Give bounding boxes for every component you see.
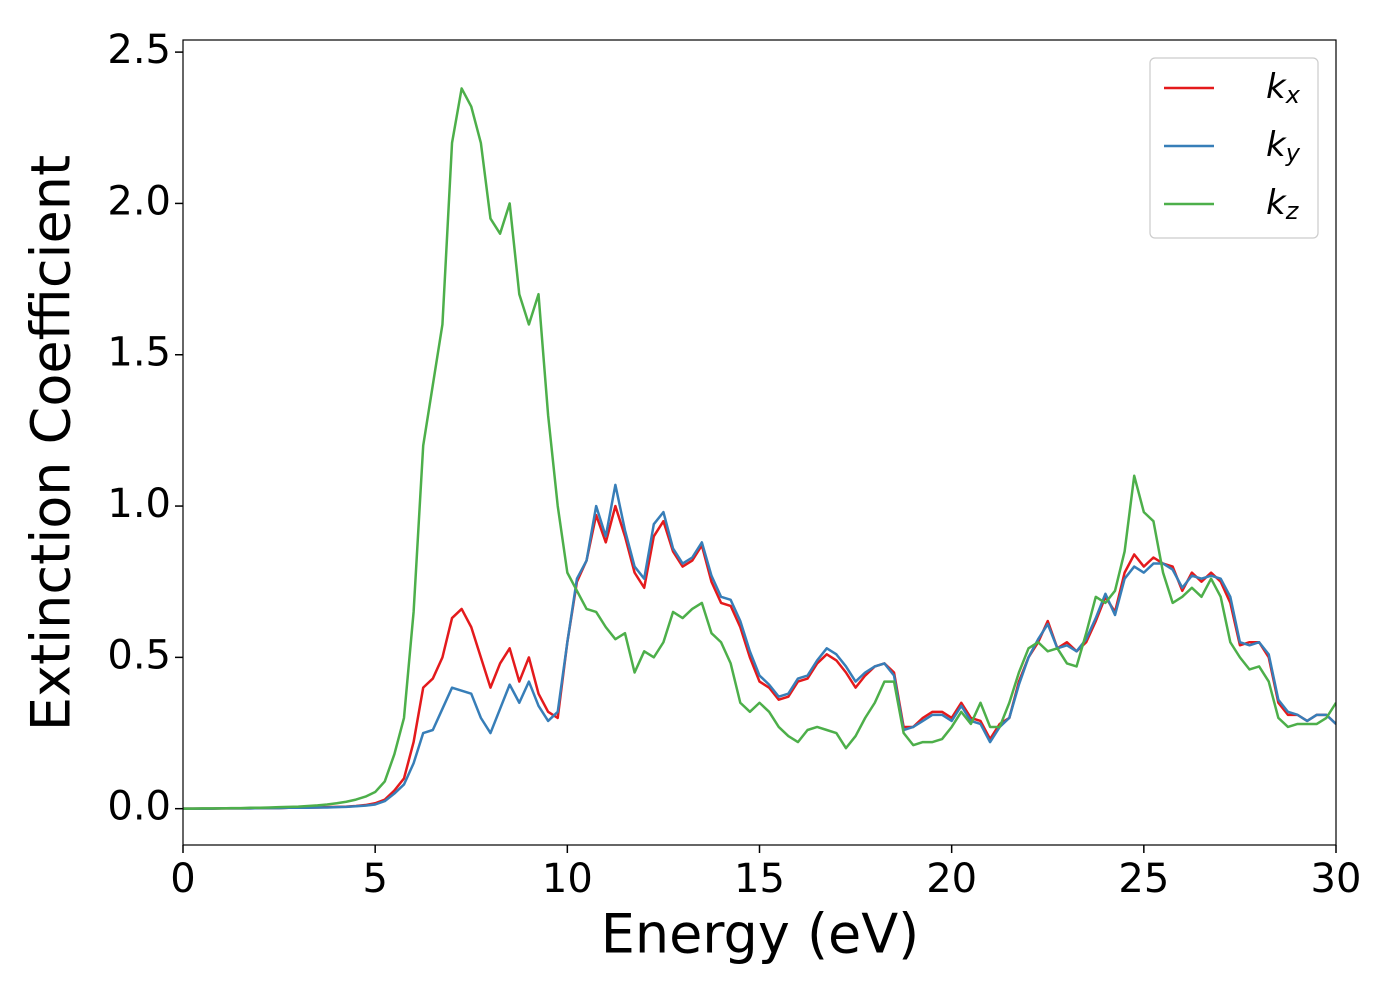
x-tick-label: 15: [734, 856, 785, 902]
y-tick-label: 0.5: [107, 632, 171, 678]
legend-box: [1149, 57, 1319, 239]
series-line: [183, 483, 1336, 810]
x-tick-label: 0: [170, 856, 195, 902]
legend-label: ky: [1266, 125, 1301, 168]
y-tick-label: 1.0: [107, 481, 171, 527]
x-tick-label: 25: [1118, 856, 1169, 902]
legend-label: kx: [1266, 67, 1301, 110]
legend-label: kz: [1266, 183, 1300, 226]
y-axis-label: Extinction Coefficient: [20, 155, 83, 731]
x-tick-label: 5: [362, 856, 387, 902]
x-tick-label: 20: [926, 856, 977, 902]
plot-frame: [182, 39, 1337, 846]
y-tick-label: 2.5: [107, 27, 171, 73]
x-tick-label: 30: [1311, 856, 1362, 902]
series-line: [183, 87, 1336, 810]
series-line: [183, 504, 1336, 810]
y-tick-label: 2.0: [107, 178, 171, 224]
x-tick-label: 10: [542, 856, 593, 902]
y-tick-label: 1.5: [107, 330, 171, 376]
y-tick-label: 0.0: [107, 784, 171, 830]
x-axis-label: Energy (eV): [601, 903, 920, 966]
